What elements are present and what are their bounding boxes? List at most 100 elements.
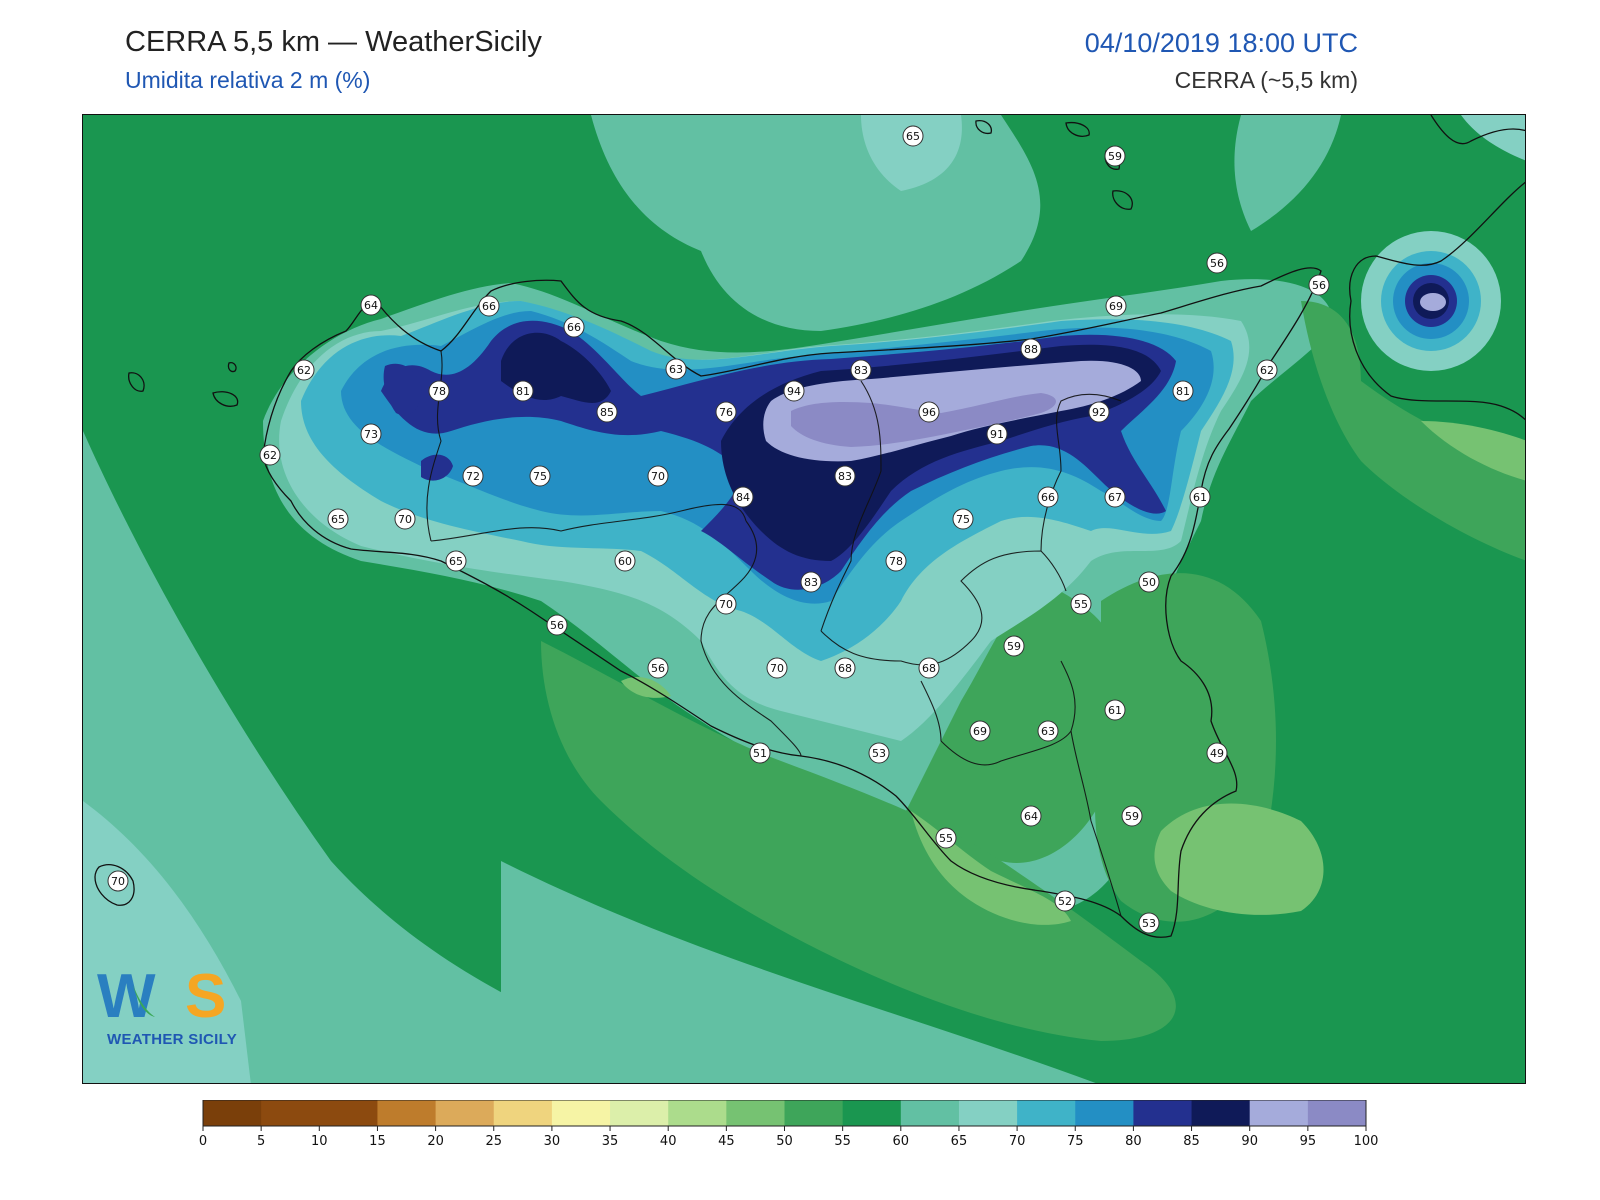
station-value: 66: [482, 300, 496, 313]
station-value: 68: [922, 662, 936, 675]
colorbar-bin: [1307, 1100, 1367, 1126]
station-value: 56: [651, 662, 665, 675]
station-marker: 56: [1308, 274, 1330, 296]
station-value: 56: [1312, 279, 1326, 292]
sicily-coastline: [262, 267, 1322, 938]
station-value: 64: [1024, 810, 1038, 823]
station-circle: [596, 401, 618, 423]
station-value: 70: [770, 662, 784, 675]
station-value: 50: [1142, 576, 1156, 589]
colorbar-bin: [319, 1100, 378, 1126]
station-value: 59: [1125, 810, 1139, 823]
station-circle: [800, 571, 822, 593]
station-value: 68: [838, 662, 852, 675]
egadi-islands: [128, 361, 239, 407]
colorbar-tick-label: 10: [311, 1134, 328, 1149]
station-circle: [1037, 486, 1059, 508]
station-value: 67: [1108, 491, 1122, 504]
colorbar-bin: [668, 1100, 727, 1126]
station-circle: [614, 550, 636, 572]
station-marker: 49: [1206, 742, 1228, 764]
colorbar-tick-label: 25: [485, 1134, 502, 1149]
station-circle: [1104, 699, 1126, 721]
colorbar-tick-label: 35: [602, 1134, 619, 1149]
station-value: 81: [1176, 385, 1190, 398]
boundary-enna: [820, 550, 1067, 666]
logo-text: WEATHER SICILY: [107, 1031, 238, 1048]
station-marker: 81: [512, 380, 534, 402]
colorbar-tick-label: 30: [544, 1134, 561, 1149]
station-value: 60: [618, 555, 632, 568]
station-value: 65: [449, 555, 463, 568]
station-markers: 65 59 56 56 64 66 66 69 62 63 83 88 62 78 81 94 81 85 76 96…: [107, 125, 1330, 934]
field-50-south-coast: [911, 811, 1071, 925]
humidity-map: 65 59 56 56 64 66 66 69 62 63 83 88 62 78 81 94 81 85 76 96…: [82, 114, 1526, 1084]
station-marker: 70: [394, 508, 416, 530]
station-circle: [462, 465, 484, 487]
boundary-palermo-messina: [820, 380, 882, 632]
colorbar-tick-label: 20: [427, 1134, 444, 1149]
station-value: 66: [567, 321, 581, 334]
field-85-west: [383, 363, 453, 481]
station-marker: 63: [1037, 720, 1059, 742]
station-circle: [1206, 252, 1228, 274]
valid-datetime: 04/10/2019 18:00 UTC: [1084, 28, 1358, 58]
station-circle: [868, 742, 890, 764]
station-value: 69: [1109, 300, 1123, 313]
station-marker: 53: [868, 742, 890, 764]
station-circle: [1104, 486, 1126, 508]
station-marker: 70: [766, 657, 788, 679]
station-value: 61: [1193, 491, 1207, 504]
colorbar-bin: [551, 1100, 611, 1126]
station-marker: 72: [462, 465, 484, 487]
boundary-catania: [1040, 393, 1122, 552]
station-circle: [1020, 338, 1042, 360]
station-value: 62: [263, 449, 277, 462]
colorbar-bin: [900, 1100, 960, 1126]
station-marker: 62: [1256, 359, 1278, 381]
station-value: 73: [364, 428, 378, 441]
station-value: 59: [1007, 640, 1021, 653]
station-value: 76: [719, 406, 733, 419]
station-marker: 70: [107, 870, 129, 892]
station-circle: [1256, 359, 1278, 381]
station-marker: 60: [614, 550, 636, 572]
station-circle: [293, 359, 315, 381]
station-value: 88: [1024, 343, 1038, 356]
station-marker: 66: [1037, 486, 1059, 508]
ws-logo-icon: W S: [97, 962, 226, 1031]
station-circle: [546, 614, 568, 636]
station-marker: 56: [647, 657, 669, 679]
station-marker: 52: [1054, 890, 1076, 912]
station-circle: [1104, 145, 1126, 167]
station-value: 72: [466, 470, 480, 483]
station-marker: 78: [428, 380, 450, 402]
station-marker: 61: [1104, 699, 1126, 721]
field-65-west: [83, 431, 753, 1083]
station-value: 75: [533, 470, 547, 483]
field-70-northeast: [1461, 115, 1525, 161]
station-circle: [1121, 805, 1143, 827]
station-marker: 68: [918, 657, 940, 679]
colorbar-bin: [261, 1100, 320, 1126]
station-value: 85: [600, 406, 614, 419]
colorbar-tick-label: 60: [893, 1134, 910, 1149]
station-circle: [918, 401, 940, 423]
station-circle: [1138, 571, 1160, 593]
station-circle: [529, 465, 551, 487]
station-circle: [478, 295, 500, 317]
station-marker: 67: [1104, 486, 1126, 508]
station-marker: 62: [259, 444, 281, 466]
station-value: 63: [669, 363, 683, 376]
station-marker: 75: [529, 465, 551, 487]
station-marker: 73: [360, 423, 382, 445]
station-marker: 70: [647, 465, 669, 487]
station-value: 51: [753, 747, 767, 760]
colorbar-tick-label: 85: [1183, 1134, 1200, 1149]
station-circle: [563, 316, 585, 338]
station-marker: 68: [834, 657, 856, 679]
station-circle: [327, 508, 349, 530]
station-value: 64: [364, 299, 378, 312]
station-marker: 55: [1070, 593, 1092, 615]
colorbar-tick-label: 45: [718, 1134, 735, 1149]
